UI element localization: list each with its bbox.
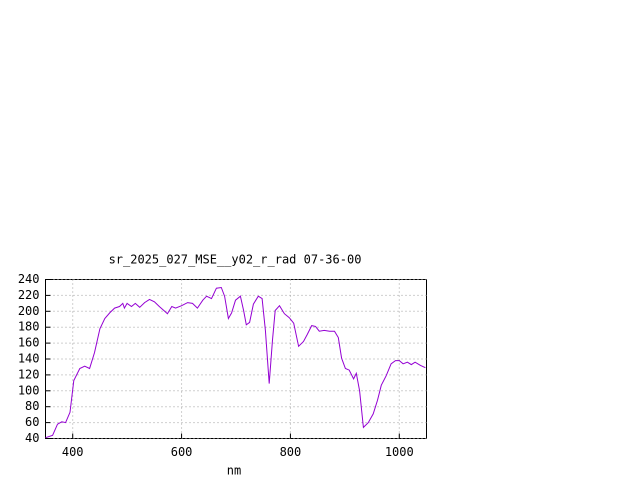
y-tick-label: 220 xyxy=(18,288,40,302)
y-tick-label: 100 xyxy=(18,383,40,397)
y-tick-label: 40 xyxy=(25,431,39,445)
y-tick-label: 120 xyxy=(18,367,40,381)
chart-title: sr_2025_027_MSE__y02_r_rad 07-36-00 xyxy=(109,253,362,267)
x-tick-label: 600 xyxy=(171,445,193,459)
y-tick-label: 180 xyxy=(18,320,40,334)
y-tick-label: 240 xyxy=(18,272,40,286)
y-tick-label: 200 xyxy=(18,304,40,318)
data-line xyxy=(45,286,426,439)
x-tick-label: 400 xyxy=(62,445,84,459)
y-tick-label: 160 xyxy=(18,336,40,350)
x-tick-label: 1000 xyxy=(385,445,414,459)
y-tick-label: 60 xyxy=(25,415,39,429)
y-tick-label: 80 xyxy=(25,399,39,413)
plot-frame xyxy=(45,279,427,439)
y-tick-label: 140 xyxy=(18,352,40,366)
x-axis-label: nm xyxy=(227,464,241,478)
x-tick-label: 800 xyxy=(280,445,302,459)
